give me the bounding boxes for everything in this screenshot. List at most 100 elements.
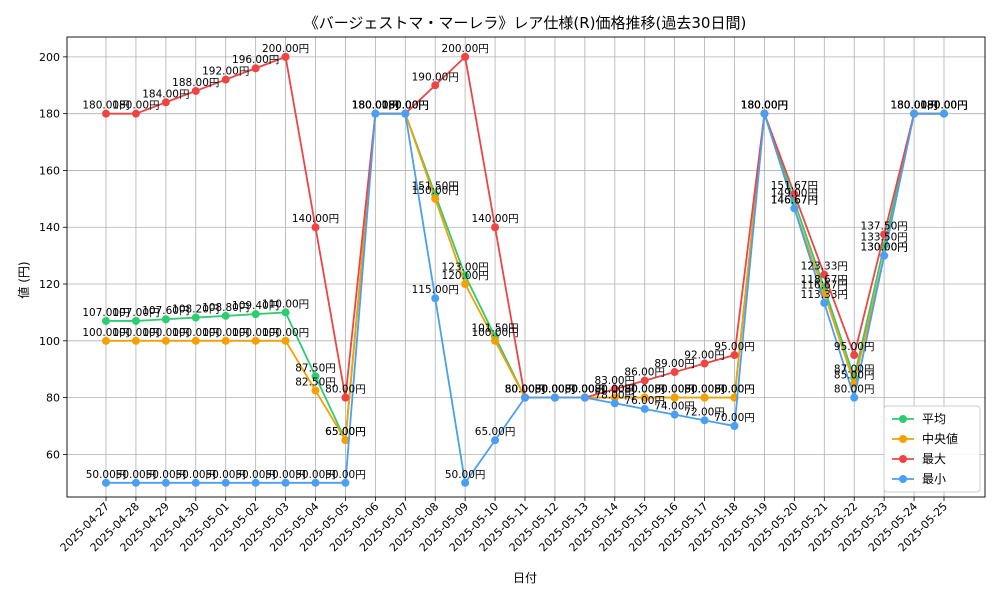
- data-point: [670, 393, 679, 402]
- y-tick-label: 60: [46, 448, 60, 461]
- data-label: 80.00円: [624, 384, 665, 396]
- data-label: 137.50円: [861, 220, 908, 232]
- data-label: 146.67円: [771, 194, 818, 206]
- data-label: 180.00円: [890, 100, 937, 112]
- data-label: 149.00円: [771, 188, 818, 200]
- data-point: [700, 359, 709, 368]
- data-point: [850, 351, 859, 360]
- data-point: [131, 478, 140, 487]
- data-point: [191, 86, 200, 95]
- data-label: 180.00円: [920, 100, 967, 112]
- legend-entry: 中央値: [922, 431, 958, 446]
- data-point: [670, 410, 679, 419]
- data-label: 65.00円: [325, 426, 366, 438]
- data-point: [491, 436, 500, 445]
- data-label: 180.00円: [741, 100, 788, 112]
- data-label: 50.00円: [295, 469, 336, 481]
- data-label: 89.00円: [654, 358, 695, 370]
- x-axis-label: 日付: [513, 571, 537, 585]
- data-label: 80.00円: [325, 384, 366, 396]
- data-label: 80.00円: [714, 384, 755, 396]
- data-label: 107.00円: [112, 307, 159, 319]
- data-label: 72.00円: [684, 406, 725, 418]
- data-label: 151.67円: [771, 180, 818, 192]
- series-group: [102, 52, 948, 487]
- data-point: [820, 270, 829, 279]
- data-point: [281, 336, 290, 345]
- data-label: 130.00円: [861, 242, 908, 254]
- data-point: [161, 315, 170, 324]
- data-label: 80.00円: [505, 384, 546, 396]
- data-label: 108.80円: [202, 302, 249, 314]
- data-label: 80.00円: [684, 384, 725, 396]
- data-label: 50.00円: [176, 469, 217, 481]
- data-point: [281, 308, 290, 317]
- data-point: [311, 372, 320, 381]
- data-label: 80.00円: [565, 384, 606, 396]
- data-point: [880, 230, 889, 239]
- data-labels-group: 107.00円107.00円107.60円108.20円108.80円109.4…: [82, 43, 967, 481]
- data-label: 65.00円: [475, 426, 516, 438]
- data-label: 95.00円: [834, 341, 875, 353]
- legend-swatch-marker: [899, 435, 907, 443]
- data-label: 80.00円: [505, 384, 546, 396]
- data-label: 78.00円: [595, 389, 636, 401]
- data-label: 120.00円: [442, 270, 489, 282]
- data-label: 80.00円: [535, 384, 576, 396]
- data-label: 180.00円: [920, 100, 967, 112]
- data-label: 133.50円: [861, 232, 908, 244]
- data-label: 65.00円: [325, 426, 366, 438]
- data-point: [491, 336, 500, 345]
- data-point: [251, 64, 260, 73]
- data-point: [341, 436, 350, 445]
- data-label: 80.00円: [505, 384, 546, 396]
- data-label: 80.00円: [714, 384, 755, 396]
- data-label: 180.00円: [890, 100, 937, 112]
- legend-swatch-marker: [899, 475, 907, 483]
- data-label: 95.00円: [714, 341, 755, 353]
- data-label: 80.00円: [505, 384, 546, 396]
- data-point: [161, 478, 170, 487]
- data-point: [461, 52, 470, 61]
- data-point: [161, 98, 170, 107]
- data-point: [102, 109, 110, 118]
- data-point: [131, 336, 140, 345]
- data-point: [161, 336, 170, 345]
- data-label: 70.00円: [714, 412, 755, 424]
- data-point: [191, 478, 200, 487]
- data-label: 130.00円: [861, 242, 908, 254]
- y-axis-label: 値 (円): [16, 261, 31, 298]
- data-point: [700, 393, 709, 402]
- data-label: 80.00円: [595, 384, 636, 396]
- data-label: 180.00円: [352, 100, 399, 112]
- data-label: 146.67円: [771, 194, 818, 206]
- data-point: [221, 478, 230, 487]
- data-label: 80.00円: [624, 384, 665, 396]
- data-label: 180.00円: [382, 100, 429, 112]
- data-label: 180.00円: [920, 100, 967, 112]
- legend-swatch-marker: [899, 455, 907, 463]
- data-point: [670, 368, 679, 377]
- data-label: 86.00円: [624, 367, 665, 379]
- data-label: 123.00円: [442, 262, 489, 274]
- data-point: [191, 336, 200, 345]
- data-point: [102, 316, 110, 325]
- data-label: 87.50円: [295, 362, 336, 374]
- data-label: 107.60円: [142, 305, 189, 317]
- data-label: 110.00円: [262, 298, 309, 310]
- data-label: 180.00円: [741, 100, 788, 112]
- data-label: 123.33円: [801, 261, 848, 273]
- y-tick-label: 200: [39, 51, 60, 64]
- data-label: 85.00円: [834, 369, 875, 381]
- data-label: 100.00円: [202, 327, 249, 339]
- data-label: 151.50円: [412, 181, 459, 193]
- y-tick-label: 100: [39, 335, 60, 348]
- data-point: [700, 416, 709, 425]
- data-label: 100.00円: [172, 327, 219, 339]
- data-label: 107.00円: [82, 307, 129, 319]
- data-point: [820, 298, 829, 307]
- data-point: [251, 336, 260, 345]
- data-label: 50.00円: [235, 469, 276, 481]
